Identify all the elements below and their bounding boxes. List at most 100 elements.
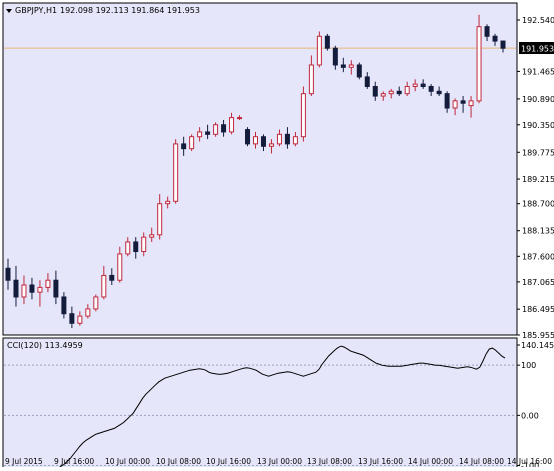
candle-body: [404, 85, 410, 95]
candle-body: [245, 129, 251, 145]
candle-body: [332, 47, 338, 66]
candle: [53, 270, 59, 305]
candle: [133, 237, 139, 259]
candle-body: [364, 76, 370, 87]
candle: [93, 294, 99, 312]
candle-body: [348, 64, 354, 68]
candle-body: [61, 296, 67, 315]
candle: [500, 40, 506, 53]
candle: [396, 86, 402, 97]
candle-body: [173, 143, 179, 202]
candle-body: [37, 286, 43, 293]
candle-body: [157, 203, 163, 236]
price-tick-label: 189.775: [522, 148, 554, 157]
candle: [412, 79, 418, 92]
candle-body: [460, 100, 466, 104]
candle-body: [412, 83, 418, 87]
candle-body: [21, 284, 27, 298]
time-label: 10 Jul 08:00: [156, 457, 201, 466]
candle: [348, 60, 354, 75]
candle-body: [492, 35, 498, 42]
cci-series: [48, 345, 506, 471]
current-price-label: 191.953: [519, 42, 554, 54]
cci-line: [48, 345, 506, 471]
candle: [380, 91, 386, 101]
candle: [460, 96, 466, 113]
time-label: 14 Jul 16:00: [507, 457, 552, 466]
candle-body: [205, 131, 211, 135]
candle: [372, 81, 378, 101]
candle: [444, 91, 450, 113]
candle-body: [324, 35, 330, 49]
candlestick-series: [5, 14, 506, 329]
candle: [173, 139, 179, 204]
candle-body: [221, 124, 227, 133]
candle: [213, 122, 219, 137]
time-label: 9 Jul 2015: [5, 457, 43, 466]
cci-tick-label: 140.1454: [521, 341, 554, 350]
candle-body: [380, 93, 386, 97]
candle: [197, 127, 203, 142]
time-label: 14 Jul 00:00: [408, 457, 453, 466]
candle-body: [316, 35, 322, 66]
candle: [284, 127, 290, 149]
candle-body: [117, 253, 123, 281]
candle-body: [444, 93, 450, 109]
candle: [21, 275, 27, 305]
candle-body: [93, 296, 99, 310]
candle-body: [77, 315, 83, 324]
candle-body: [500, 40, 506, 49]
candle-body: [484, 26, 490, 37]
candle-body: [189, 136, 195, 150]
candle-body: [133, 241, 139, 253]
candle: [237, 115, 243, 120]
candle-body: [308, 64, 314, 95]
candle-body: [125, 241, 131, 255]
candle: [436, 86, 442, 97]
price-tick-label: 188.700: [522, 200, 554, 209]
price-panel-bg[interactable]: [2, 2, 518, 336]
candle: [69, 306, 75, 329]
candle-body: [13, 279, 19, 298]
candle-body: [476, 26, 482, 102]
candle: [13, 265, 19, 307]
current-price-text: 191.953: [521, 45, 554, 54]
candle-body: [85, 308, 91, 317]
candle: [468, 96, 474, 118]
candle: [253, 131, 258, 149]
price-tick-label: 187.600: [522, 252, 554, 261]
candle-body: [237, 117, 243, 120]
candle: [308, 55, 314, 97]
price-tick-label: 192.540: [522, 16, 554, 25]
candle: [340, 57, 346, 73]
candle-body: [420, 83, 426, 87]
indicator-panel-bg[interactable]: [2, 337, 518, 471]
price-tick-label: 191.465: [522, 67, 554, 76]
chart-header: GBPJPY,H1 192.098 192.113 191.864 191.95…: [6, 6, 200, 15]
candle: [141, 232, 147, 257]
cci-label: CCI(120) 113.4959: [7, 341, 83, 350]
candle: [324, 33, 330, 51]
candle: [268, 139, 274, 154]
candle: [364, 72, 370, 89]
candle-body: [149, 234, 155, 238]
cci-tick-label: -100: [521, 462, 539, 467]
candle: [117, 246, 123, 283]
candle: [484, 24, 490, 42]
candle: [221, 119, 227, 137]
price-axis: 192.540 191.465 190.890 190.350 189.775 189.2…: [517, 16, 554, 340]
cci-tick-label: 100: [521, 361, 536, 370]
triangle-down-icon[interactable]: [6, 9, 12, 13]
candle: [420, 79, 426, 89]
candle-body: [45, 279, 51, 288]
candle-body: [428, 85, 434, 92]
candle: [388, 88, 394, 99]
candle-body: [396, 90, 402, 95]
candle-body: [165, 200, 171, 205]
ohlc-label: 192.098 192.113 191.864 191.953: [60, 6, 200, 15]
candle: [189, 134, 195, 152]
candle: [205, 124, 211, 140]
price-tick-label: 188.135: [522, 227, 554, 236]
